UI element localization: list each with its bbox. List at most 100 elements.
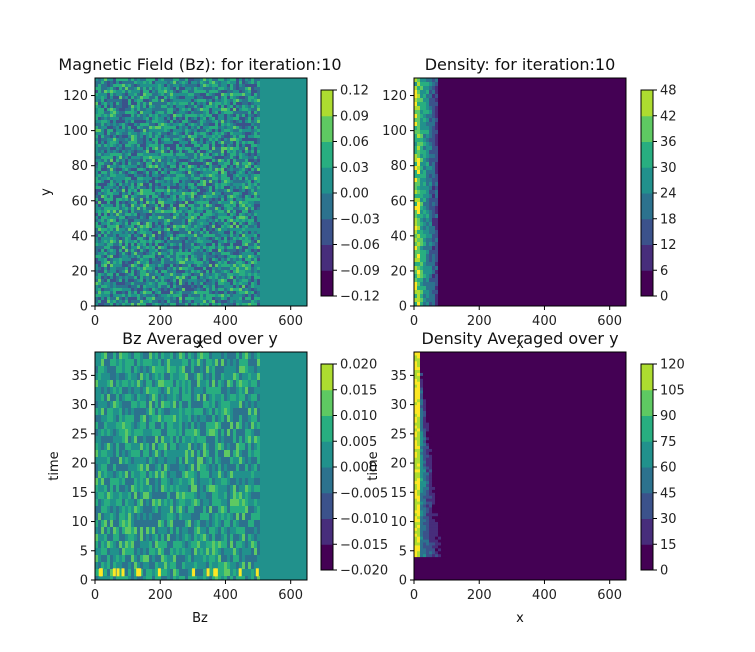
x-axis-label: Bz (192, 611, 208, 626)
panel-density-averaged: Density Averaged over y 0 200 400 600051015… (366, 329, 685, 626)
x-tick-label: 400 (213, 588, 238, 603)
colorbar-tick-label: 0.03 (340, 161, 369, 176)
x-tick-label: 600 (278, 588, 303, 603)
y-axis-label: time (47, 451, 62, 480)
heatmap-background (414, 78, 626, 306)
colorbar-tick-label: 75 (660, 435, 677, 450)
colorbar-tick-label: −0.09 (340, 264, 380, 279)
y-tick-label: 20 (390, 264, 407, 279)
x-tick-label: 200 (148, 314, 173, 329)
heatmap-area (414, 78, 626, 306)
colorbar-segment (641, 415, 653, 442)
x-axis-label: x (196, 337, 204, 352)
colorbar-segment (641, 193, 653, 220)
colorbar-segment (321, 544, 333, 571)
y-tick-label: 5 (80, 544, 88, 559)
colorbar-tick-label: 12 (660, 238, 677, 253)
heatmap-cells (95, 78, 260, 306)
x-tick-label: 0 (410, 588, 418, 603)
colorbar-tick-label: 0 (660, 290, 668, 305)
colorbar-segment (641, 389, 653, 416)
colorbar-tick-label: −0.12 (340, 290, 380, 305)
colorbar-segment (321, 492, 333, 519)
y-tick-label: 0 (80, 574, 88, 589)
colorbar: 0 6 12 18 24 30 36 42 48 (640, 84, 677, 305)
colorbar-segment (641, 90, 653, 117)
colorbar-segment (641, 167, 653, 194)
heatmap-background (414, 352, 626, 580)
x-tick-label: 0 (410, 314, 418, 329)
colorbar-tick-label: 30 (660, 161, 677, 176)
chart-title: Density Averaged over y (421, 329, 618, 348)
colorbar-segment (641, 244, 653, 271)
colorbar-segment (321, 415, 333, 442)
colorbar-segment (641, 218, 653, 245)
colorbar-segment (321, 270, 333, 297)
colorbar-tick-label: 0.12 (340, 84, 369, 99)
colorbar-segment (321, 218, 333, 245)
colorbar-segment (641, 364, 653, 391)
heatmap-cells (95, 352, 260, 580)
colorbar-tick-label: −0.020 (340, 564, 388, 579)
y-tick-label: 60 (390, 194, 407, 209)
plot-frame (413, 351, 627, 581)
colorbar-segment (641, 467, 653, 494)
colorbar-tick-label: 0.005 (340, 435, 377, 450)
heatmap-cells (414, 78, 438, 306)
colorbar-tick-label: 0.010 (340, 409, 377, 424)
colorbar-segment (321, 467, 333, 494)
colorbar-tick-label: 42 (660, 109, 677, 124)
x-tick-label: 200 (467, 314, 492, 329)
y-tick-label: 15 (390, 486, 407, 501)
colorbar: −0.12 −0.09 −0.06 −0.03 0.00 0.03 0.06 0.09 0.12 (320, 84, 380, 305)
y-tick-label: 10 (71, 515, 88, 530)
heatmap-area (414, 352, 626, 580)
y-tick-label: 20 (390, 457, 407, 472)
colorbar-tick-label: 15 (660, 538, 677, 553)
colorbar-tick-label: 0.00 (340, 187, 369, 202)
y-tick-label: 100 (63, 124, 88, 139)
x-tick-label: 600 (597, 588, 622, 603)
plot-frame (94, 351, 308, 581)
colorbar-segment (321, 389, 333, 416)
y-tick-label: 0 (399, 300, 407, 315)
colorbar-segment (641, 544, 653, 571)
panel-density: Density: for iteration:10 0 200 400 6000204… (382, 55, 676, 352)
colorbar-tick-label: 0.020 (340, 358, 377, 373)
y-tick-label: 80 (390, 159, 407, 174)
colorbar-segment (641, 492, 653, 519)
colorbar-segment (641, 141, 653, 168)
colorbar-tick-label: 105 (660, 383, 685, 398)
colorbar-segment (321, 90, 333, 117)
y-tick-label: 60 (71, 194, 88, 209)
colorbar-tick-label: 36 (660, 135, 677, 150)
y-tick-label: 25 (390, 427, 407, 442)
colorbar-tick-label: 0.09 (340, 109, 369, 124)
colorbar-tick-label: −0.010 (340, 512, 388, 527)
colorbar-tick-label: 48 (660, 84, 677, 99)
colorbar-tick-label: 0 (660, 564, 668, 579)
colorbar-tick-label: −0.06 (340, 238, 380, 253)
y-tick-label: 120 (63, 89, 88, 104)
colorbar-tick-label: 24 (660, 187, 677, 202)
y-tick-label: 40 (390, 229, 407, 244)
plot-frame (413, 77, 627, 307)
colorbar-tick-label: −0.03 (340, 212, 380, 227)
y-axis-label: y (39, 188, 54, 196)
y-axis-label: time (366, 451, 381, 480)
x-axis-label: x (516, 611, 524, 626)
colorbar-tick-label: 18 (660, 212, 677, 227)
colorbar-segment (641, 270, 653, 297)
y-tick-label: 15 (71, 486, 88, 501)
colorbar-tick-label: 30 (660, 512, 677, 527)
y-tick-label: 20 (71, 457, 88, 472)
y-tick-label: 120 (382, 89, 407, 104)
colorbar-segment (321, 141, 333, 168)
colorbar-segment (641, 115, 653, 142)
colorbar-tick-label: −0.015 (340, 538, 388, 553)
colorbar-tick-label: 0.015 (340, 383, 377, 398)
x-tick-label: 200 (467, 588, 492, 603)
chart-title: Magnetic Field (Bz): for iteration:10 (58, 55, 341, 74)
x-tick-label: 600 (278, 314, 303, 329)
